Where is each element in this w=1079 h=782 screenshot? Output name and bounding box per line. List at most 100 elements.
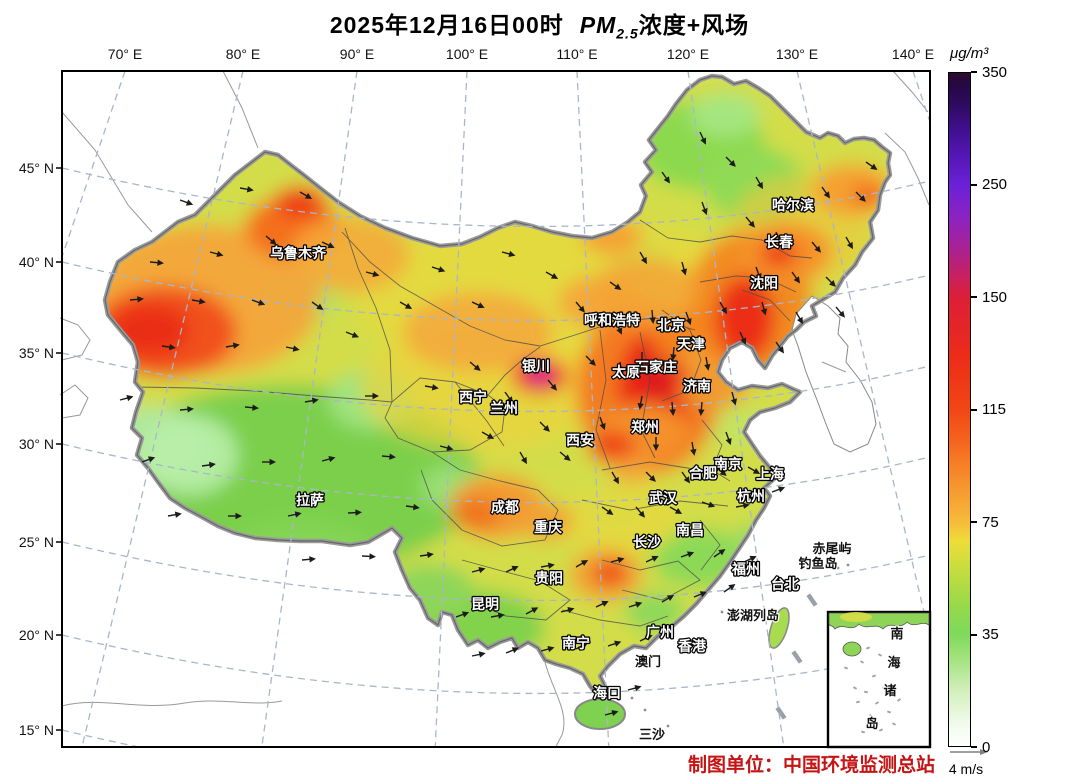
colorbar-tick-mark [971,71,977,73]
inset-islet-mark [878,728,884,732]
province-boundary [639,331,656,459]
wind-arrow [685,311,692,326]
wind-arrow [601,506,614,516]
wind-arrow [661,171,671,184]
inset-islet-mark [877,653,883,657]
wind-arrow-head [606,508,614,516]
wind-arrow [745,216,755,228]
wind-arrow-head [651,555,659,562]
city-label: 重庆 [534,519,562,535]
colorbar-tick-value: 150 [982,288,1008,306]
city-label: 天津 [677,336,705,352]
wind-arrow-head [669,409,676,416]
wind-arrow [399,301,413,309]
longitude-label: 90° E [340,46,374,62]
islet-dot [836,566,840,570]
wind-arrow [725,156,736,167]
wind-arrow-head [859,195,866,202]
wind-arrow-head [838,310,845,318]
city-label: 乌鲁木齐 [270,245,327,261]
wind-arrow [652,437,660,451]
city-label: 西宁 [459,389,487,405]
pm25-blob [385,564,475,620]
wind-arrow-head [760,308,768,316]
lat-lon-graticule [62,71,930,747]
wind-arrow [405,503,420,511]
colorbar-unit-label: μg/m³ [950,45,989,62]
wind-arrow [681,471,691,484]
wind-arrow-head [601,600,609,607]
inset-islet-mark [864,690,868,694]
province-boundary [601,559,701,601]
wind-arrow [725,431,732,446]
wind-arrow-head [311,397,319,404]
pm25-blob [452,498,500,530]
wind-arrow-head [718,548,726,556]
wind-arrow [505,565,519,573]
parallel-line [62,261,930,322]
longitude-label: 140° E [892,46,934,62]
page-title: 2025年12月16日00时 PM2.5浓度+风场 [0,6,1079,42]
wind-arrow [301,556,316,563]
islet-dot [630,696,634,700]
neighbor-border-line [544,661,565,748]
wind-arrow [661,595,675,603]
wind-arrow [649,309,656,324]
wind-arrow [701,201,708,216]
wind-arrow-head [634,684,642,692]
wind-arrow [179,406,194,413]
wind-arrow-head [748,220,755,228]
wind-arrow-head [543,425,550,432]
wind-arrow-head [446,444,454,452]
wind-arrow-head [742,502,750,509]
city-label: 上海 [756,466,784,482]
wind-arrow-head [216,250,224,258]
wind-arrow-head [351,331,359,338]
province-boundary [384,377,506,453]
parallel-line [62,352,930,413]
wind-arrow-head [701,207,708,216]
wind-arrow [645,471,656,482]
pm25-blob [731,523,783,563]
latitude-label: 15° N [19,722,54,738]
wind-arrow [345,331,359,338]
longitude-label: 110° E [556,46,597,62]
wind-arrow [645,555,659,563]
wind-arrow-head [412,503,420,511]
longitude-label: 100° E [446,46,488,62]
graticule-lines [62,71,930,747]
wind-arrow [161,343,176,351]
wind-arrow [179,199,194,206]
wind-arrow-head [719,469,727,476]
city-label: 海口 [593,685,621,701]
province-boundary [639,219,813,259]
wind-arrow [821,186,831,199]
wind-arrow [775,231,783,245]
wind-arrow-head [355,509,362,516]
islet-dot [720,610,724,614]
wind-arrow-head [637,402,644,410]
wind-arrow-head [752,467,761,474]
wind-arrow [760,301,768,316]
wind-arrow-head [147,456,156,463]
inset-islet-mark [897,698,901,702]
wind-arrow-head [618,368,625,376]
island-mark [806,593,818,607]
wind-arrow-head [789,199,797,206]
wind-arrow-head [635,601,643,608]
wind-arrow-head [720,306,727,315]
meridian-line [434,71,468,747]
wind-arrow [755,266,762,281]
inset-label-char: 岛 [865,716,878,731]
latitude-label: 35° N [19,345,54,361]
wind-arrow-head [508,250,516,258]
province-boundary [487,346,541,396]
wind-arrow-head [185,199,194,206]
map-frame [56,70,931,748]
wind-arrow-head [137,296,144,303]
wind-arrow-head [547,562,555,569]
islet-dot [846,563,850,567]
city-label: 广州 [646,624,674,640]
wind-arrow [575,642,589,650]
neighbor-border-line [222,70,259,149]
